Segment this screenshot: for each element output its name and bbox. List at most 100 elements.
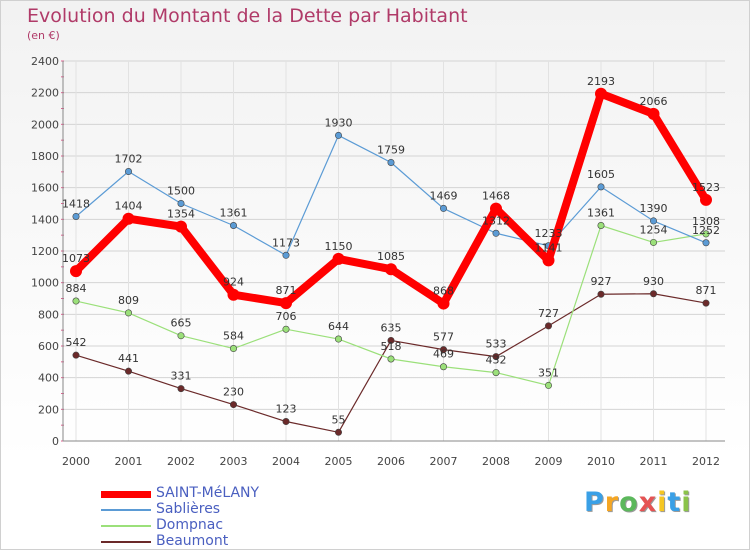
data-label: 1390 — [640, 202, 668, 215]
data-point — [439, 346, 447, 354]
data-label: 871 — [696, 284, 717, 297]
legend-swatch — [101, 509, 151, 511]
data-label: 809 — [118, 294, 139, 307]
data-label: 1361 — [587, 207, 615, 220]
data-label: 1141 — [535, 241, 563, 254]
data-point — [439, 204, 447, 212]
data-point — [702, 239, 710, 247]
data-label: 1404 — [115, 200, 143, 213]
legend-swatch — [101, 490, 151, 498]
data-label: 1702 — [115, 153, 143, 166]
data-point — [122, 212, 135, 225]
data-point — [177, 385, 185, 393]
data-label: 331 — [171, 370, 192, 383]
data-point — [177, 332, 185, 340]
x-tick-label: 2003 — [220, 455, 248, 468]
data-point — [175, 220, 187, 233]
logo-letter: x — [638, 487, 658, 518]
data-point — [597, 183, 605, 191]
data-label: 542 — [66, 336, 87, 349]
x-tick-label: 2011 — [640, 455, 668, 468]
x-tick-label: 2002 — [167, 455, 195, 468]
data-label: 644 — [328, 320, 349, 333]
data-label: 1233 — [535, 227, 563, 240]
data-label: 665 — [171, 317, 192, 330]
x-tick-label: 2009 — [535, 455, 563, 468]
data-point — [280, 297, 292, 310]
data-label: 1523 — [692, 181, 720, 194]
data-label: 1073 — [62, 252, 90, 265]
data-point — [649, 290, 657, 298]
axes: 0 200 400 600 800 1000 1200 1400 1600 1800 2000 220… — [31, 55, 725, 468]
data-label: 1252 — [692, 224, 720, 237]
data-point — [282, 325, 290, 333]
data-point — [125, 309, 133, 317]
data-point — [227, 288, 240, 301]
logo-letter: r — [604, 487, 620, 518]
y-tick-label: 2000 — [31, 118, 59, 131]
y-tick-label: 2200 — [31, 87, 59, 100]
data-point — [72, 212, 80, 220]
data-point — [282, 251, 290, 259]
data-point — [597, 222, 605, 230]
data-label: 518 — [381, 340, 402, 353]
y-tick-label: 1800 — [31, 150, 59, 163]
data-label: 351 — [538, 366, 559, 379]
data-point — [125, 168, 133, 176]
data-label: 1254 — [640, 223, 668, 236]
x-tick-label: 2000 — [62, 455, 90, 468]
series-lines — [70, 87, 712, 436]
y-tick-label: 400 — [38, 372, 59, 385]
data-label: 469 — [433, 348, 454, 361]
data-label: 1085 — [377, 250, 405, 263]
legend-label: Dompnac — [156, 517, 224, 533]
data-label: 1469 — [430, 189, 458, 202]
x-tick-label: 2008 — [482, 455, 510, 468]
data-label: 1930 — [325, 116, 353, 129]
chart-title: Evolution du Montant de la Dette par Hab… — [27, 5, 468, 27]
data-point — [490, 202, 502, 215]
data-label: 1500 — [167, 185, 195, 198]
data-label: 930 — [643, 275, 664, 288]
data-point — [334, 131, 342, 139]
x-tick-label: 2006 — [377, 455, 405, 468]
data-label: 927 — [591, 275, 612, 288]
y-tick-label: 2400 — [31, 55, 59, 68]
data-point — [334, 335, 342, 343]
data-point — [70, 265, 82, 278]
data-label: 441 — [118, 352, 139, 365]
y-tick-label: 600 — [38, 340, 59, 353]
legend-swatch — [101, 525, 151, 527]
x-tick-label: 2005 — [325, 455, 353, 468]
data-point — [492, 229, 500, 237]
data-label: 577 — [433, 331, 454, 344]
logo-letter: o — [619, 487, 639, 518]
data-label: 1150 — [325, 240, 353, 253]
logo-letter: i — [657, 487, 668, 518]
data-point — [282, 418, 290, 426]
data-label: 55 — [332, 413, 346, 426]
data-point — [702, 230, 710, 238]
data-label: 1361 — [220, 207, 248, 220]
data-point — [439, 363, 447, 371]
data-label: 2066 — [640, 95, 668, 108]
data-point — [387, 336, 395, 344]
data-point — [702, 299, 710, 307]
x-tick-label: 2001 — [115, 455, 143, 468]
data-point — [649, 217, 657, 225]
data-point — [492, 369, 500, 377]
x-tick-label: 2004 — [272, 455, 300, 468]
data-label: 1605 — [587, 168, 615, 181]
data-point — [492, 353, 500, 361]
data-label: 432 — [486, 354, 507, 367]
data-point — [595, 87, 607, 100]
data-point — [230, 345, 238, 353]
data-label: 727 — [538, 307, 559, 320]
data-label: 706 — [276, 310, 297, 323]
legend-label: Sablières — [156, 501, 221, 517]
proxiti-logo: Proxiti — [584, 487, 692, 518]
y-tick-label: 1200 — [31, 245, 59, 258]
data-label: 584 — [223, 330, 244, 343]
